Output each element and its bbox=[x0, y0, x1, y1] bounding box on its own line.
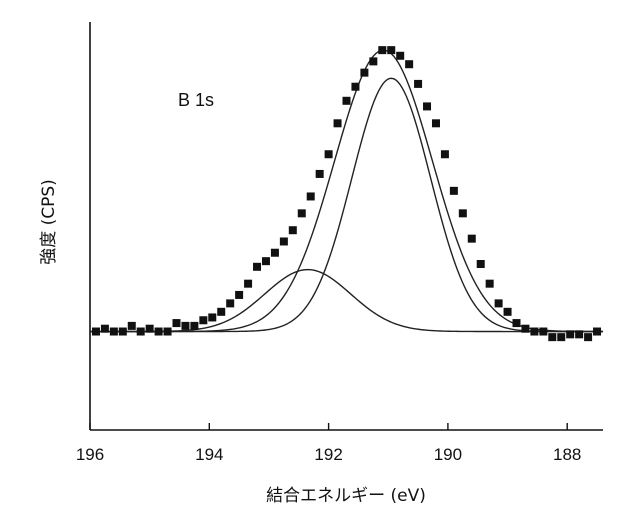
data-point bbox=[396, 52, 404, 60]
data-point bbox=[217, 308, 225, 316]
data-point bbox=[226, 299, 234, 307]
data-point bbox=[92, 328, 100, 336]
data-point bbox=[486, 280, 494, 288]
data-point bbox=[495, 299, 503, 307]
data-point bbox=[432, 119, 440, 127]
data-point bbox=[316, 170, 324, 178]
x-tick-label: 192 bbox=[314, 445, 342, 464]
data-point bbox=[468, 235, 476, 243]
data-point bbox=[181, 322, 189, 330]
data-point bbox=[280, 237, 288, 245]
data-point bbox=[557, 333, 565, 341]
data-point bbox=[199, 316, 207, 324]
data-point bbox=[504, 308, 512, 316]
data-point bbox=[405, 60, 413, 68]
data-point bbox=[566, 330, 574, 338]
data-point bbox=[271, 249, 279, 257]
data-point bbox=[289, 226, 297, 234]
data-point bbox=[208, 313, 216, 321]
x-tick-label: 190 bbox=[434, 445, 462, 464]
data-point bbox=[369, 57, 377, 65]
data-point bbox=[441, 150, 449, 158]
data-point bbox=[387, 46, 395, 54]
data-point bbox=[146, 325, 154, 333]
data-point bbox=[110, 328, 118, 336]
data-point bbox=[128, 322, 136, 330]
data-point bbox=[450, 187, 458, 195]
data-point bbox=[414, 80, 422, 88]
data-point bbox=[137, 328, 145, 336]
data-point bbox=[539, 328, 547, 336]
data-point bbox=[253, 263, 261, 271]
xps-chart: 196 194 192 190 188 B 1s 結合エネルギー (eV) 強度 (CP… bbox=[0, 0, 640, 523]
data-point bbox=[575, 330, 583, 338]
data-point bbox=[584, 333, 592, 341]
data-point bbox=[334, 119, 342, 127]
data-point bbox=[343, 97, 351, 105]
data-point bbox=[262, 257, 270, 265]
data-point bbox=[360, 69, 368, 77]
data-point bbox=[513, 319, 521, 327]
peak-annotation: B 1s bbox=[178, 90, 214, 110]
data-point bbox=[521, 325, 529, 333]
data-point bbox=[548, 333, 556, 341]
data-point bbox=[378, 46, 386, 54]
data-point bbox=[307, 192, 315, 200]
data-point bbox=[119, 328, 127, 336]
data-point bbox=[172, 319, 180, 327]
x-tick-label: 194 bbox=[195, 445, 223, 464]
y-axis-title: 強度 (CPS) bbox=[39, 179, 59, 265]
data-point bbox=[244, 280, 252, 288]
data-point bbox=[423, 102, 431, 110]
data-point bbox=[164, 328, 172, 336]
data-point bbox=[530, 328, 538, 336]
data-point bbox=[351, 83, 359, 91]
data-point bbox=[155, 328, 163, 336]
data-point bbox=[235, 291, 243, 299]
data-point bbox=[101, 325, 109, 333]
data-point bbox=[190, 322, 198, 330]
x-axis-title: 結合エネルギー (eV) bbox=[266, 486, 426, 506]
data-point bbox=[477, 260, 485, 268]
data-point bbox=[593, 328, 601, 336]
data-point bbox=[325, 150, 333, 158]
x-tick-label: 196 bbox=[76, 445, 104, 464]
data-point bbox=[298, 209, 306, 217]
x-tick-label: 188 bbox=[553, 445, 581, 464]
data-point bbox=[459, 209, 467, 217]
